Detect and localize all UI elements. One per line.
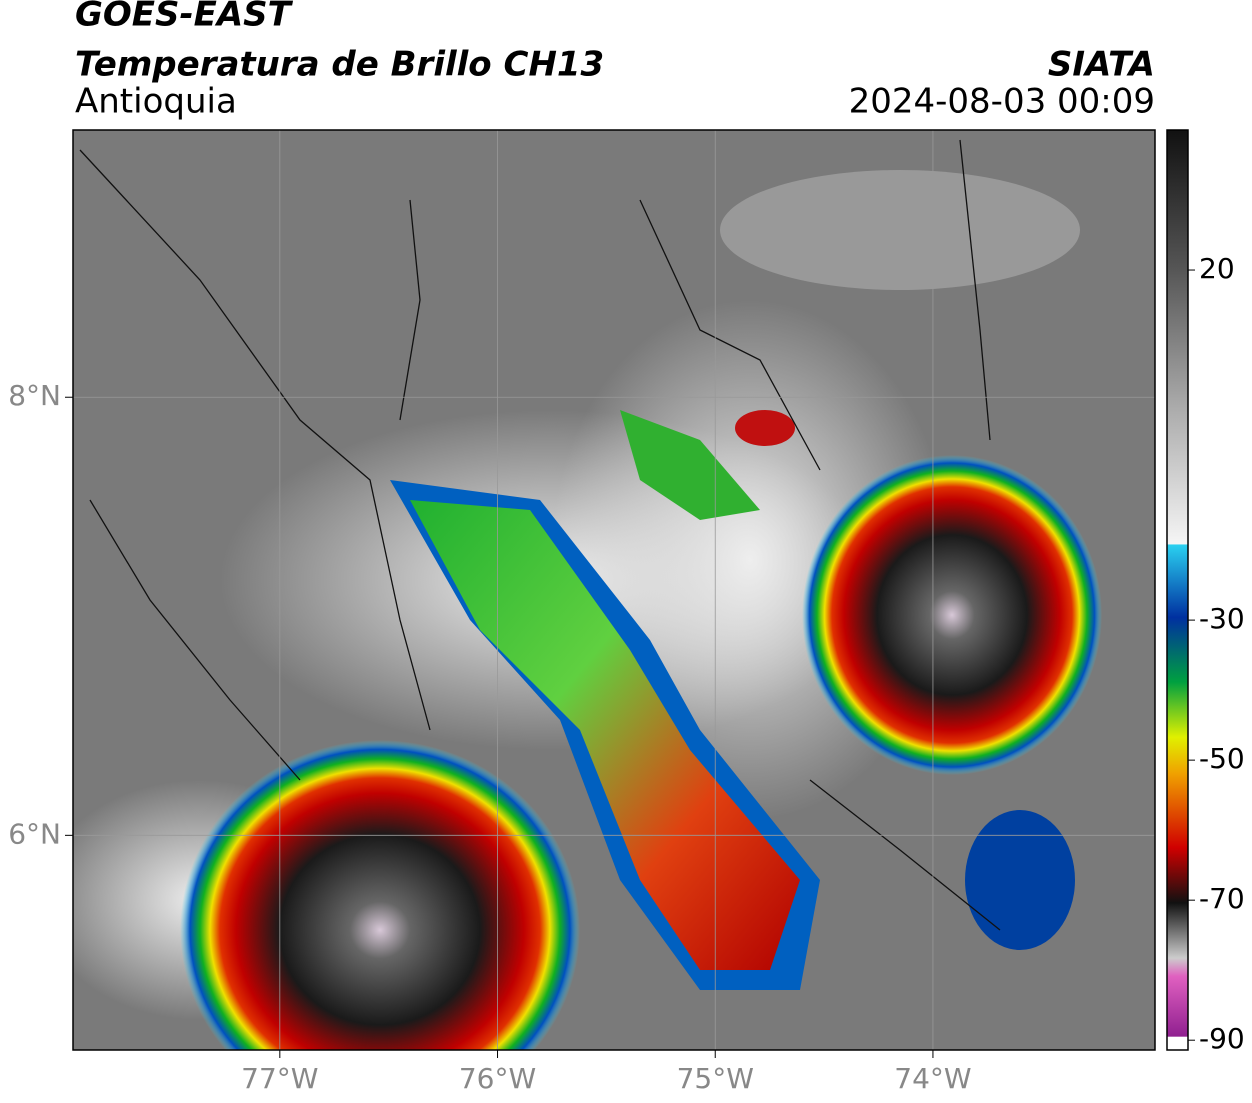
colorbar (1166, 129, 1189, 1051)
imagery (73, 130, 1155, 1050)
y-tick-label: 8°N (8, 379, 61, 412)
x-tick-label: 75°W (677, 1062, 754, 1095)
colorbar-tick-label: -50 (1199, 742, 1245, 775)
x-tick-label: 77°W (241, 1062, 318, 1095)
map-frame (72, 129, 1156, 1051)
datetime: 2024-08-03 00:09 (849, 82, 1155, 122)
colorbar-tick-label: -70 (1199, 882, 1245, 915)
title: GOES-EAST (75, 0, 294, 35)
colorbar-tick-label: -90 (1199, 1022, 1245, 1055)
y-tick-label: 6°N (8, 817, 61, 850)
subtitle: Temperatura de Brillo CH13 (75, 45, 604, 85)
colorbar-tick-label: -30 (1199, 602, 1245, 635)
region: Antioquia (75, 82, 237, 122)
source: SIATA (1048, 45, 1155, 85)
colorbar-tick-label: 20 (1199, 252, 1235, 285)
x-tick-label: 74°W (894, 1062, 971, 1095)
x-tick-label: 76°W (459, 1062, 536, 1095)
